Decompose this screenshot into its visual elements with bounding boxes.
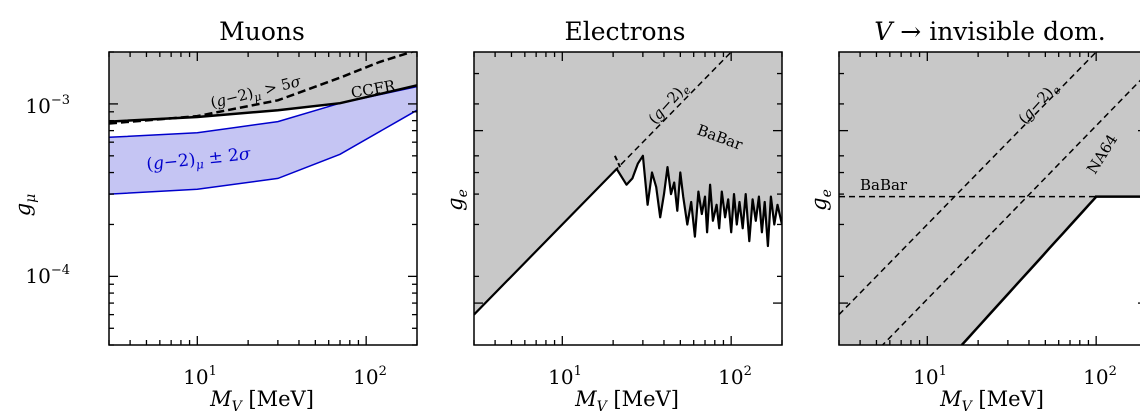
- x-tick-label-10: 101: [183, 364, 217, 389]
- excluded-region: [839, 52, 1140, 345]
- x-tick-label-100: 102: [1083, 364, 1117, 389]
- x-tick-label-10: 101: [913, 364, 947, 389]
- excluded-region: [474, 52, 782, 315]
- panel-electrons: 101 102 MV [MeV] ge (g−2)e BaBar: [443, 51, 783, 412]
- g-2-muon-band: [109, 86, 417, 195]
- x-axis-label: MV [MeV]: [209, 387, 314, 412]
- ccfr-line: [109, 84, 417, 123]
- ticks: [108, 51, 418, 346]
- y-tick-label-1e-3: 10−3: [25, 93, 70, 118]
- g-2-5sigma-line: [109, 52, 416, 125]
- x-tick-label-100: 102: [718, 364, 752, 389]
- panel-muons: 101 102 10−3 10−4 MV [MeV] gμ (g−2)μ > 5…: [11, 51, 418, 412]
- g-2-band-lower-edge: [109, 109, 417, 195]
- y-axis-label: ge: [807, 189, 835, 211]
- x-tick-label-100: 102: [353, 364, 387, 389]
- plot-frame: [838, 51, 1140, 346]
- plot-frame: [108, 51, 418, 346]
- y-axis-label: gμ: [11, 194, 39, 217]
- panel-title-invisible: V → invisible dom.: [874, 17, 1105, 46]
- na64-line: [960, 195, 1140, 345]
- ticks: [838, 52, 1140, 345]
- panel-invisible: 101 102 MV [MeV] ge BaBar (g−2)e NA64: [807, 51, 1140, 412]
- ticks: [473, 52, 783, 345]
- annotation-babar: BaBar: [860, 176, 908, 194]
- x-axis-label: MV [MeV]: [574, 387, 679, 412]
- babar-line: [474, 154, 782, 316]
- panel-title-electrons: Electrons: [564, 17, 685, 46]
- na64-dashed-line: [881, 79, 1140, 345]
- g-2-electron-line: [839, 52, 1098, 316]
- panel-title-muons: Muons: [219, 17, 305, 46]
- x-axis-label: MV [MeV]: [939, 387, 1044, 412]
- babar-dashed-segment: [613, 155, 622, 168]
- y-tick-label-1e-4: 10−4: [25, 263, 70, 288]
- y-axis-label: ge: [443, 189, 471, 211]
- excluded-region: [109, 52, 417, 122]
- x-tick-label-10: 101: [548, 364, 582, 389]
- plot-frame: [473, 51, 783, 346]
